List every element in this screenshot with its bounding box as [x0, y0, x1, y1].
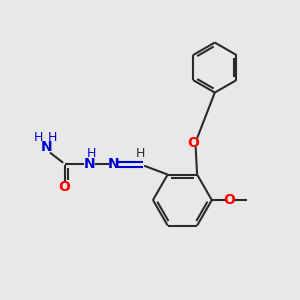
Text: H: H	[48, 131, 58, 144]
Text: H: H	[136, 147, 145, 161]
Text: N: N	[41, 140, 53, 154]
Text: N: N	[107, 157, 119, 171]
Text: O: O	[187, 136, 199, 150]
Text: O: O	[223, 193, 235, 207]
Text: N: N	[84, 157, 95, 171]
Text: O: O	[59, 180, 70, 194]
Text: H: H	[86, 147, 96, 160]
Text: H: H	[34, 131, 43, 144]
